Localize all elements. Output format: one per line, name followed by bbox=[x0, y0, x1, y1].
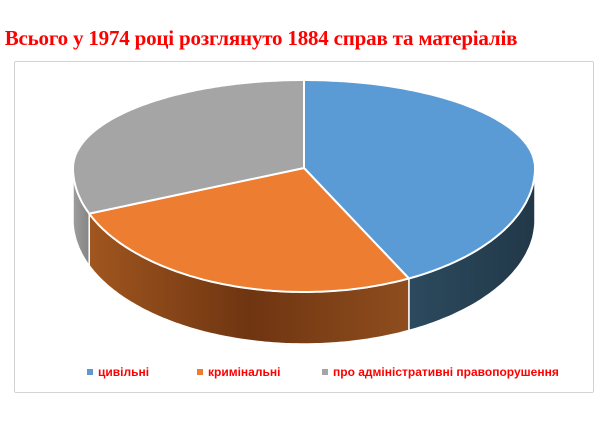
legend-marker-civil-icon bbox=[87, 369, 93, 375]
chart-title: Всього у 1974 році розглянуто 1884 справ… bbox=[4, 26, 518, 50]
chart-panel: цивільні кримінальні про адміністративні… bbox=[14, 61, 594, 393]
legend-marker-criminal-icon bbox=[197, 369, 203, 375]
pie-slice-0 bbox=[303, 79, 536, 280]
pie-slice-2 bbox=[72, 79, 305, 215]
legend-item-criminal: кримінальні bbox=[197, 365, 280, 379]
pie-3d-chart bbox=[72, 79, 536, 345]
legend-item-administrative: про адміністративні правопорушення bbox=[322, 365, 559, 379]
legend-marker-administrative-icon bbox=[322, 369, 328, 375]
legend-label-civil: цивільні bbox=[98, 365, 150, 379]
legend-label-criminal: кримінальні bbox=[208, 365, 281, 379]
legend-item-civil: цивільні bbox=[87, 365, 149, 379]
legend: цивільні кримінальні про адміністративні… bbox=[15, 365, 593, 385]
pie-slice-1 bbox=[88, 167, 410, 293]
legend-label-administrative: про адміністративні правопорушення bbox=[333, 365, 559, 379]
